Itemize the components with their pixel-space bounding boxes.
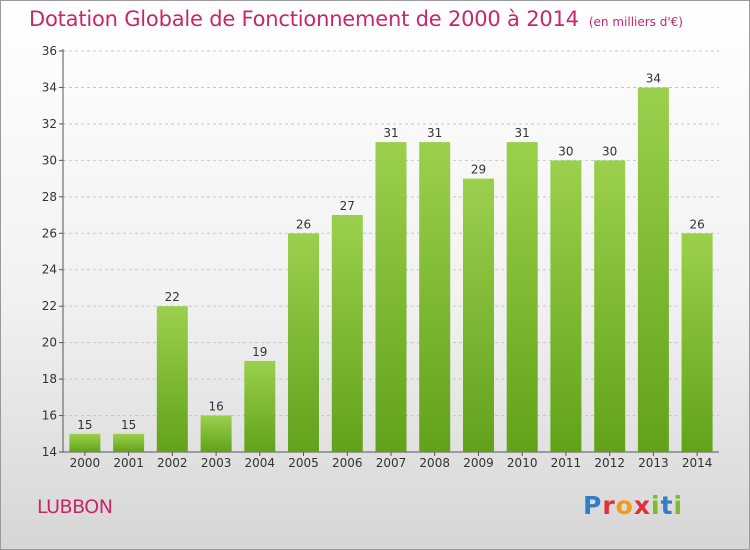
data-label: 19 — [252, 345, 267, 359]
logo-letter: t — [660, 491, 674, 520]
bar-2010 — [506, 142, 538, 452]
data-label: 15 — [121, 418, 136, 432]
place-name: LUBBON — [37, 496, 113, 518]
data-label: 26 — [689, 217, 704, 231]
chart-title: Dotation Globale de Fonctionnement de 20… — [29, 7, 683, 31]
x-tick-label: 2006 — [332, 456, 363, 470]
x-tick-label: 2013 — [638, 456, 669, 470]
y-tick-label: 26 — [42, 226, 57, 240]
y-tick-label: 30 — [42, 153, 57, 167]
x-tick-label: 2003 — [201, 456, 232, 470]
data-label: 30 — [602, 144, 617, 158]
logo-letter: o — [615, 491, 634, 520]
x-tick-label: 2007 — [376, 456, 407, 470]
bar-2002 — [156, 306, 188, 452]
y-tick-label: 18 — [42, 372, 57, 386]
bar-2013 — [637, 87, 669, 452]
logo-letter: P — [583, 491, 603, 520]
x-tick-label: 2004 — [245, 456, 276, 470]
y-tick-label: 22 — [42, 299, 57, 313]
bars — [69, 87, 713, 452]
bar-2006 — [331, 215, 363, 452]
data-label: 31 — [383, 126, 398, 140]
proxiti-logo[interactable]: Proxiti — [583, 491, 683, 520]
data-label: 27 — [340, 199, 355, 213]
data-label: 16 — [208, 400, 223, 414]
bar-2008 — [419, 142, 451, 452]
y-tick-label: 32 — [42, 117, 57, 131]
data-labels: 15 15 22 16 19 26 27 31 31 29 31 30 30 34 26 — [77, 72, 704, 432]
y-tick-label: 24 — [42, 263, 57, 277]
data-label: 29 — [471, 163, 486, 177]
logo-letter: i — [673, 491, 684, 520]
x-tick-label: 2001 — [113, 456, 144, 470]
y-tick-label: 34 — [42, 80, 57, 94]
x-tick-label: 2009 — [463, 456, 494, 470]
data-label: 31 — [427, 126, 442, 140]
chart-title-text: Dotation Globale de Fonctionnement de 20… — [29, 7, 579, 31]
x-tick-label: 2011 — [551, 456, 582, 470]
bar-2009 — [463, 178, 494, 452]
logo-letter: x — [633, 491, 651, 520]
bar-2003 — [200, 415, 232, 452]
data-label: 31 — [515, 126, 530, 140]
logo-letter: i — [651, 491, 661, 520]
bar-2014 — [681, 233, 713, 452]
chart-subtitle: (en milliers d'€) — [588, 15, 683, 29]
x-tick-label: 2002 — [157, 456, 188, 470]
bar-2007 — [375, 142, 407, 452]
data-label: 15 — [77, 418, 92, 432]
bar-2011 — [550, 160, 582, 452]
x-tick-label: 2014 — [682, 456, 713, 470]
x-tick-label: 2005 — [288, 456, 319, 470]
bar-2001 — [113, 433, 145, 452]
x-tick-label: 2000 — [70, 456, 101, 470]
x-tick-label: 2010 — [507, 456, 538, 470]
bar-2005 — [288, 233, 319, 452]
y-tick-label: 36 — [42, 44, 57, 58]
bar-2000 — [69, 433, 101, 452]
data-label: 26 — [296, 217, 311, 231]
x-tick-label: 2012 — [594, 456, 625, 470]
bar-2012 — [594, 160, 626, 452]
logo-letter: r — [602, 491, 616, 520]
data-label: 22 — [165, 290, 180, 304]
y-tick-label: 16 — [42, 409, 57, 423]
y-tick-label: 20 — [42, 336, 57, 350]
data-label: 30 — [558, 144, 573, 158]
data-label: 34 — [646, 72, 661, 86]
y-tick-label: 28 — [42, 190, 57, 204]
y-tick-label: 14 — [42, 445, 57, 459]
bar-2004 — [244, 360, 276, 452]
x-tick-label: 2008 — [419, 456, 450, 470]
